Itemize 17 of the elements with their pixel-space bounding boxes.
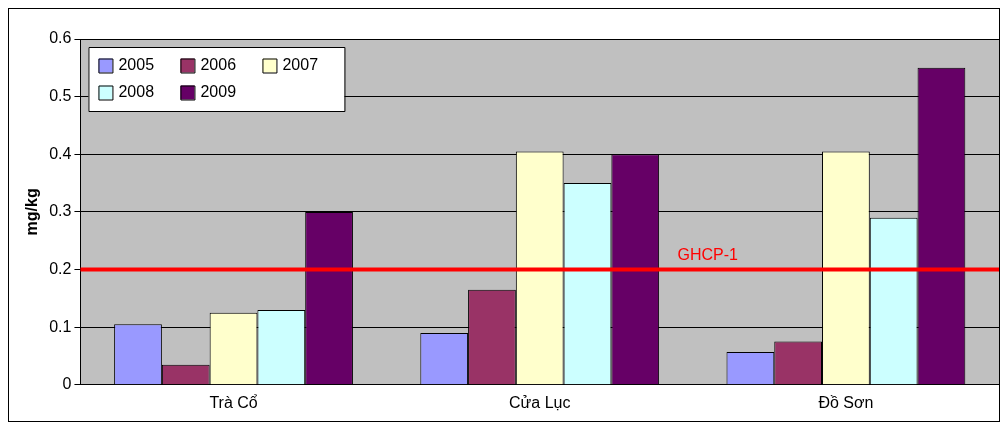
legend-label: 2007	[282, 55, 319, 73]
legend-label: 2008	[118, 82, 155, 100]
y-tick-label: 0.4	[49, 144, 72, 162]
y-axis-title: mg/kg	[23, 188, 41, 236]
y-tick-label: 0.5	[49, 87, 72, 105]
legend-label: 2006	[200, 55, 237, 73]
y-tick-label: 0.3	[49, 202, 72, 220]
legend-label: 2005	[118, 55, 155, 73]
legend-label: 2009	[200, 82, 237, 100]
x-tick-label: Cửa Lục	[509, 393, 571, 411]
y-tick-label: 0.6	[49, 29, 72, 47]
y-tick-label: 0.2	[49, 259, 72, 277]
x-tick-label: Đồ Sơn	[818, 393, 874, 411]
y-tick-label: 0	[62, 375, 72, 393]
ref-line-label: GHCP-1	[677, 245, 739, 263]
y-tick-label: 0.1	[49, 317, 72, 335]
x-tick-label: Trà Cổ	[209, 393, 258, 411]
